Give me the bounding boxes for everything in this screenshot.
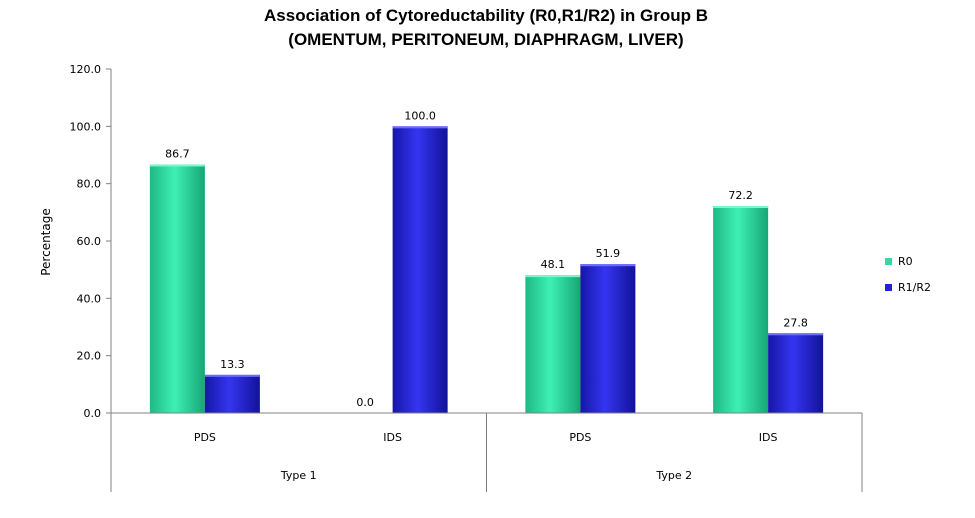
x-group-label: Type 1	[280, 469, 317, 482]
x-category-label: IDS	[383, 431, 402, 444]
y-tick-label: 100.0	[70, 120, 102, 133]
y-tick-label: 80.0	[77, 178, 102, 191]
data-labels: 86.7 13.3 0.0 100.0 48.1 51.9 72.2 27.8	[165, 109, 808, 409]
bar-r0-1	[149, 164, 205, 413]
y-tick-label: 120.0	[70, 63, 102, 76]
x-category-label: IDS	[759, 431, 778, 444]
chart-subtitle: (OMENTUM, PERITONEUM, DIAPHRAGM, LIVER)	[288, 30, 683, 49]
data-label: 13.3	[220, 358, 245, 371]
data-label: 0.0	[356, 396, 374, 409]
data-label: 48.1	[541, 258, 566, 271]
bar-top-highlight	[580, 264, 636, 267]
data-label: 72.2	[728, 189, 753, 202]
y-tick-label: 0.0	[84, 407, 102, 420]
bar-top-highlight	[204, 374, 260, 377]
legend-label: R0	[898, 255, 913, 268]
bar-top-highlight	[713, 206, 769, 209]
data-label: 27.8	[783, 316, 808, 329]
x-axis: PDS IDS PDS IDS Type 1 Type 2	[110, 412, 863, 492]
y-axis: 0.0 20.0 40.0 60.0 80.0 100.0 120.0	[70, 63, 112, 420]
bar-top-highlight	[149, 164, 205, 167]
x-category-label: PDS	[194, 431, 216, 444]
legend-swatch	[885, 284, 892, 291]
legend-label: R1/R2	[898, 281, 931, 294]
x-category-label: PDS	[569, 431, 591, 444]
data-label: 86.7	[165, 147, 190, 160]
bar-top-highlight	[525, 275, 581, 278]
legend: R0 R1/R2	[885, 255, 931, 294]
bar-r1-r2-3	[580, 264, 636, 413]
bar-top-highlight	[768, 333, 824, 336]
bar-r0-3	[525, 275, 581, 413]
bar-r1-r2-4	[768, 333, 824, 413]
legend-swatch	[885, 258, 892, 265]
y-tick-label: 40.0	[77, 292, 102, 305]
bars	[149, 126, 824, 413]
y-tick-label: 20.0	[77, 350, 102, 363]
bar-r0-4	[713, 206, 769, 413]
y-axis-title: Percentage	[39, 208, 53, 276]
bar-r1-r2-1	[204, 374, 260, 413]
chart-title: Association of Cytoreductability (R0,R1/…	[264, 6, 708, 25]
bar-r1-r2-2	[392, 126, 448, 413]
x-group-label: Type 2	[655, 469, 692, 482]
data-label: 100.0	[404, 109, 436, 122]
y-tick-label: 60.0	[77, 235, 102, 248]
bar-top-highlight	[392, 126, 448, 129]
data-label: 51.9	[596, 247, 621, 260]
